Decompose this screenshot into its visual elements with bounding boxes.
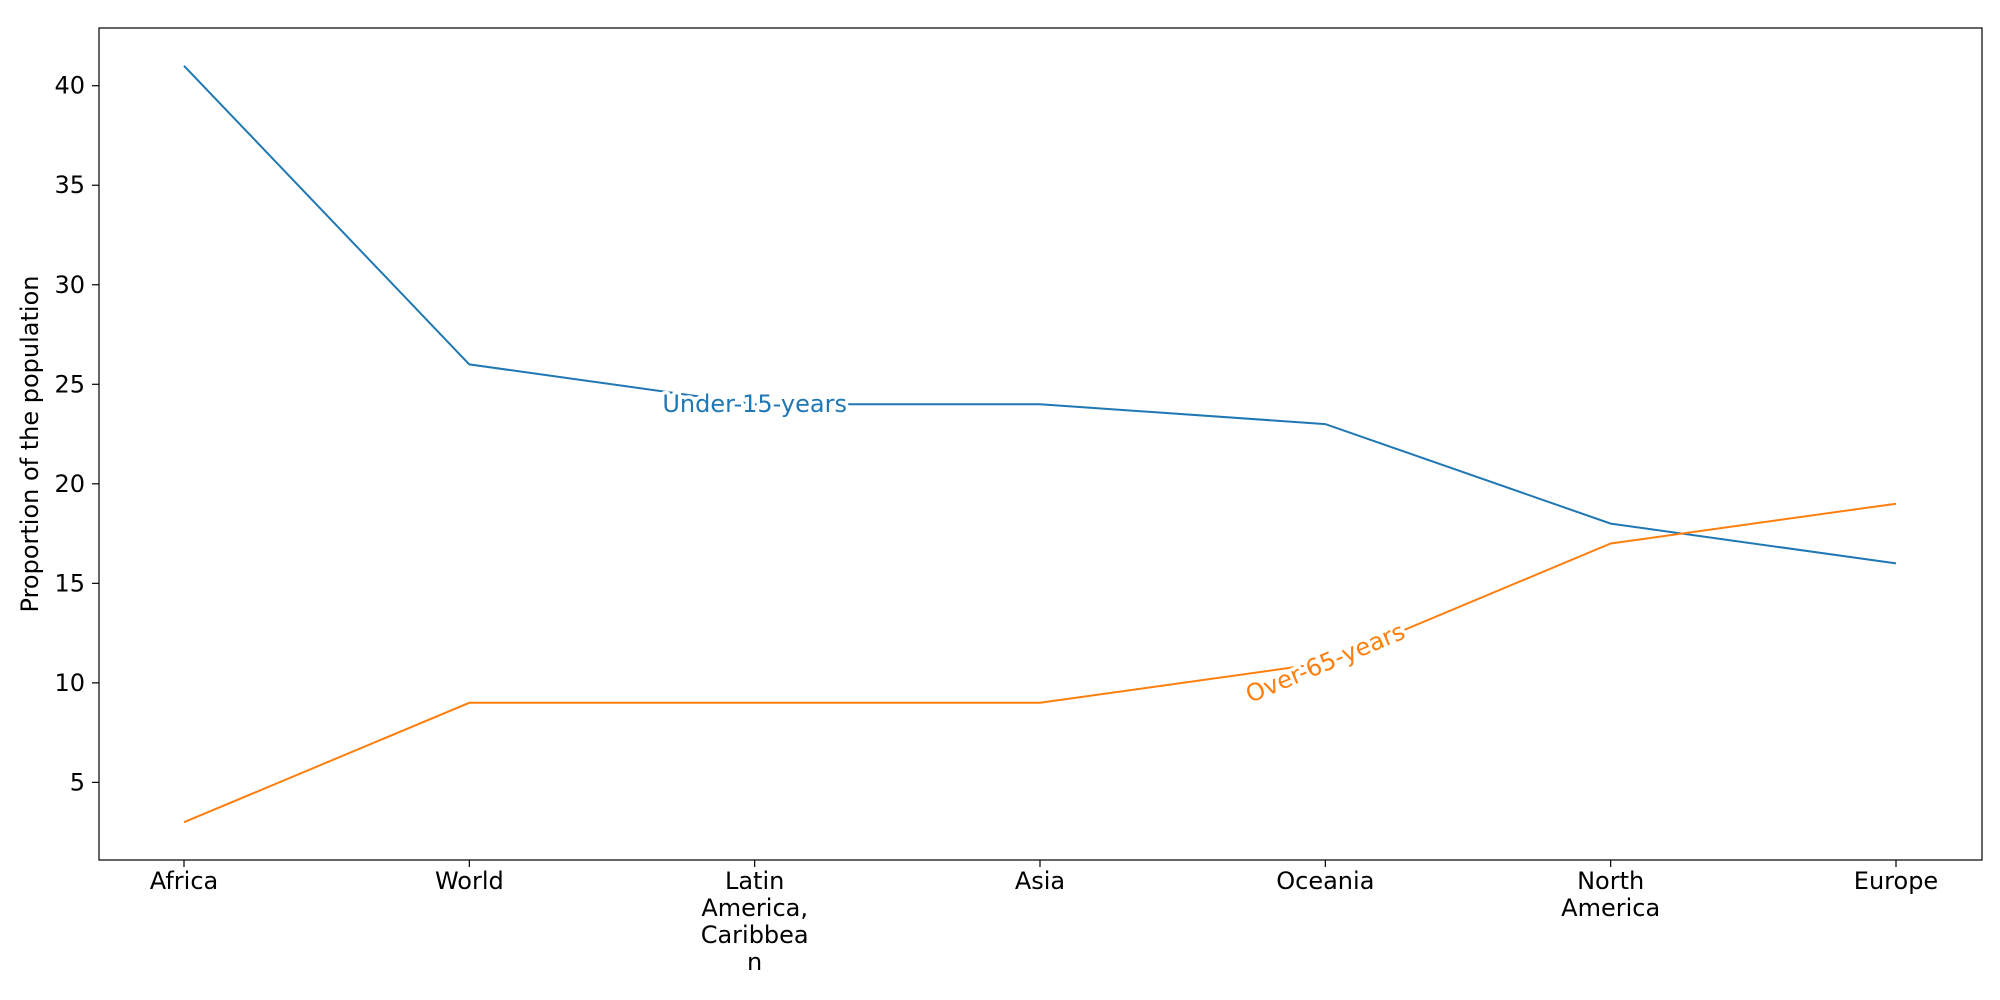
x-tick-label-line: World: [435, 867, 504, 895]
x-tick-label-line: North: [1577, 867, 1644, 895]
x-tick-label: Oceania: [1276, 867, 1374, 895]
y-tick-label: 30: [54, 271, 85, 299]
y-tick-label: 40: [54, 72, 85, 100]
y-tick-label: 20: [54, 470, 85, 498]
plot-frame: [98, 27, 1983, 861]
x-tick-label-line: Europe: [1854, 867, 1938, 895]
series-line-2: [183, 502, 1897, 824]
x-tick-label: Europe: [1854, 867, 1938, 895]
x-tick-label: Latin America, Caribbea n: [701, 867, 809, 976]
x-tick-label-line: Africa: [150, 867, 218, 895]
x-tick-label: North America: [1561, 867, 1660, 922]
x-tick-label-line: Oceania: [1276, 867, 1374, 895]
x-tick-label-line: America: [1561, 894, 1660, 922]
y-tick-label: 5: [70, 768, 85, 796]
x-tick-label: World: [435, 867, 504, 895]
x-tick-label-line: Asia: [1015, 867, 1065, 895]
x-tick-label: Asia: [1015, 867, 1065, 895]
y-tick-label: 15: [54, 569, 85, 597]
x-tick-label: Africa: [150, 867, 218, 895]
y-tick-label: 10: [54, 669, 85, 697]
y-tick-label: 25: [54, 370, 85, 398]
x-tick-label-line: Caribbea: [701, 921, 809, 949]
plot-area: 5 10 15 20 25 30 35 40 Africa World Latin America, C…: [54, 27, 1983, 976]
x-tick-label-line: n: [747, 948, 762, 976]
y-axis-title: Proportion of the population: [16, 276, 44, 613]
x-tick-label-line: America,: [701, 894, 808, 922]
y-tick-label: 35: [54, 171, 85, 199]
series-label: Over-65-years: [1242, 617, 1409, 708]
x-tick-label-line: Latin: [725, 867, 784, 895]
series-label: Under-15-years: [662, 390, 847, 418]
series-line-1: [183, 65, 1897, 565]
